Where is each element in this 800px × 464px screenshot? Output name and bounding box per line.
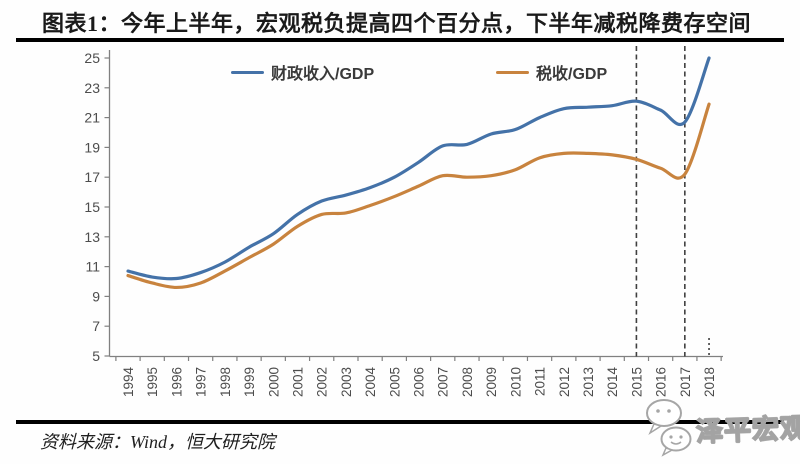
x-axis-year-label: 2004	[363, 367, 378, 398]
x-axis-year-label: 2012	[557, 367, 572, 397]
x-axis-year-label: 1998	[218, 367, 233, 397]
fiscal-revenue-line	[126, 56, 711, 281]
x-axis-year-label: 2000	[266, 367, 281, 397]
y-axis-tick-label: 25	[84, 50, 100, 66]
x-axis-year-label: 2006	[412, 367, 427, 397]
y-axis-tick-label: 7	[92, 318, 100, 334]
x-axis-year-label: 2009	[484, 367, 499, 397]
y-axis-tick-label: 11	[85, 259, 100, 275]
x-axis-year-label: 1995	[145, 367, 160, 397]
y-axis-tick-label: 9	[92, 288, 100, 304]
x-axis-year-label: 2013	[581, 367, 596, 397]
x-axis-year-label: 2015	[629, 367, 644, 397]
y-axis-tick-label: 17	[84, 169, 100, 185]
figure-title: 图表1：今年上半年，宏观税负提高四个百分点，下半年减税降费存空间	[42, 11, 752, 36]
watermark-text: 泽平宏观	[695, 412, 800, 447]
y-axis-tick-label: 13	[84, 229, 100, 245]
x-axis-year-label: 2017	[678, 367, 693, 397]
y-axis-tick-label: 21	[84, 110, 100, 126]
source-attribution: 资料来源：Wind，恒大研究院	[40, 432, 276, 452]
y-axis-tick-label: 15	[84, 199, 100, 215]
x-axis-year-label: 1996	[169, 367, 184, 397]
x-axis-year-label: 2014	[605, 367, 620, 398]
x-axis-year-label: 2011	[533, 367, 548, 396]
x-axis-year-label: 1999	[242, 367, 257, 397]
x-axis-year-label: 2016	[654, 367, 669, 397]
x-axis-year-label: 2018	[702, 367, 717, 397]
watermark: 泽平宏观	[642, 396, 800, 458]
y-axis-tick-label: 23	[84, 80, 100, 96]
y-axis-tick-label: 5	[92, 348, 100, 364]
x-axis-year-label: 2007	[436, 367, 451, 397]
x-axis-year-label: 2010	[508, 367, 523, 397]
tax-revenue-line	[126, 102, 711, 290]
x-axis-year-label: 2002	[315, 367, 330, 397]
x-axis-year-label: 2005	[387, 367, 402, 397]
x-axis-year-label: 2001	[290, 367, 305, 397]
x-axis-year-label: 1994	[121, 367, 136, 398]
title-underline-rule	[16, 38, 784, 42]
y-axis-tick-label: 19	[84, 139, 100, 155]
chat-bubbles-logo-icon	[646, 399, 692, 457]
x-axis-year-label: 1997	[194, 367, 209, 397]
x-axis-year-label: 2008	[460, 367, 475, 397]
footer-rule	[16, 420, 784, 424]
x-axis-year-label: 2003	[339, 367, 354, 397]
